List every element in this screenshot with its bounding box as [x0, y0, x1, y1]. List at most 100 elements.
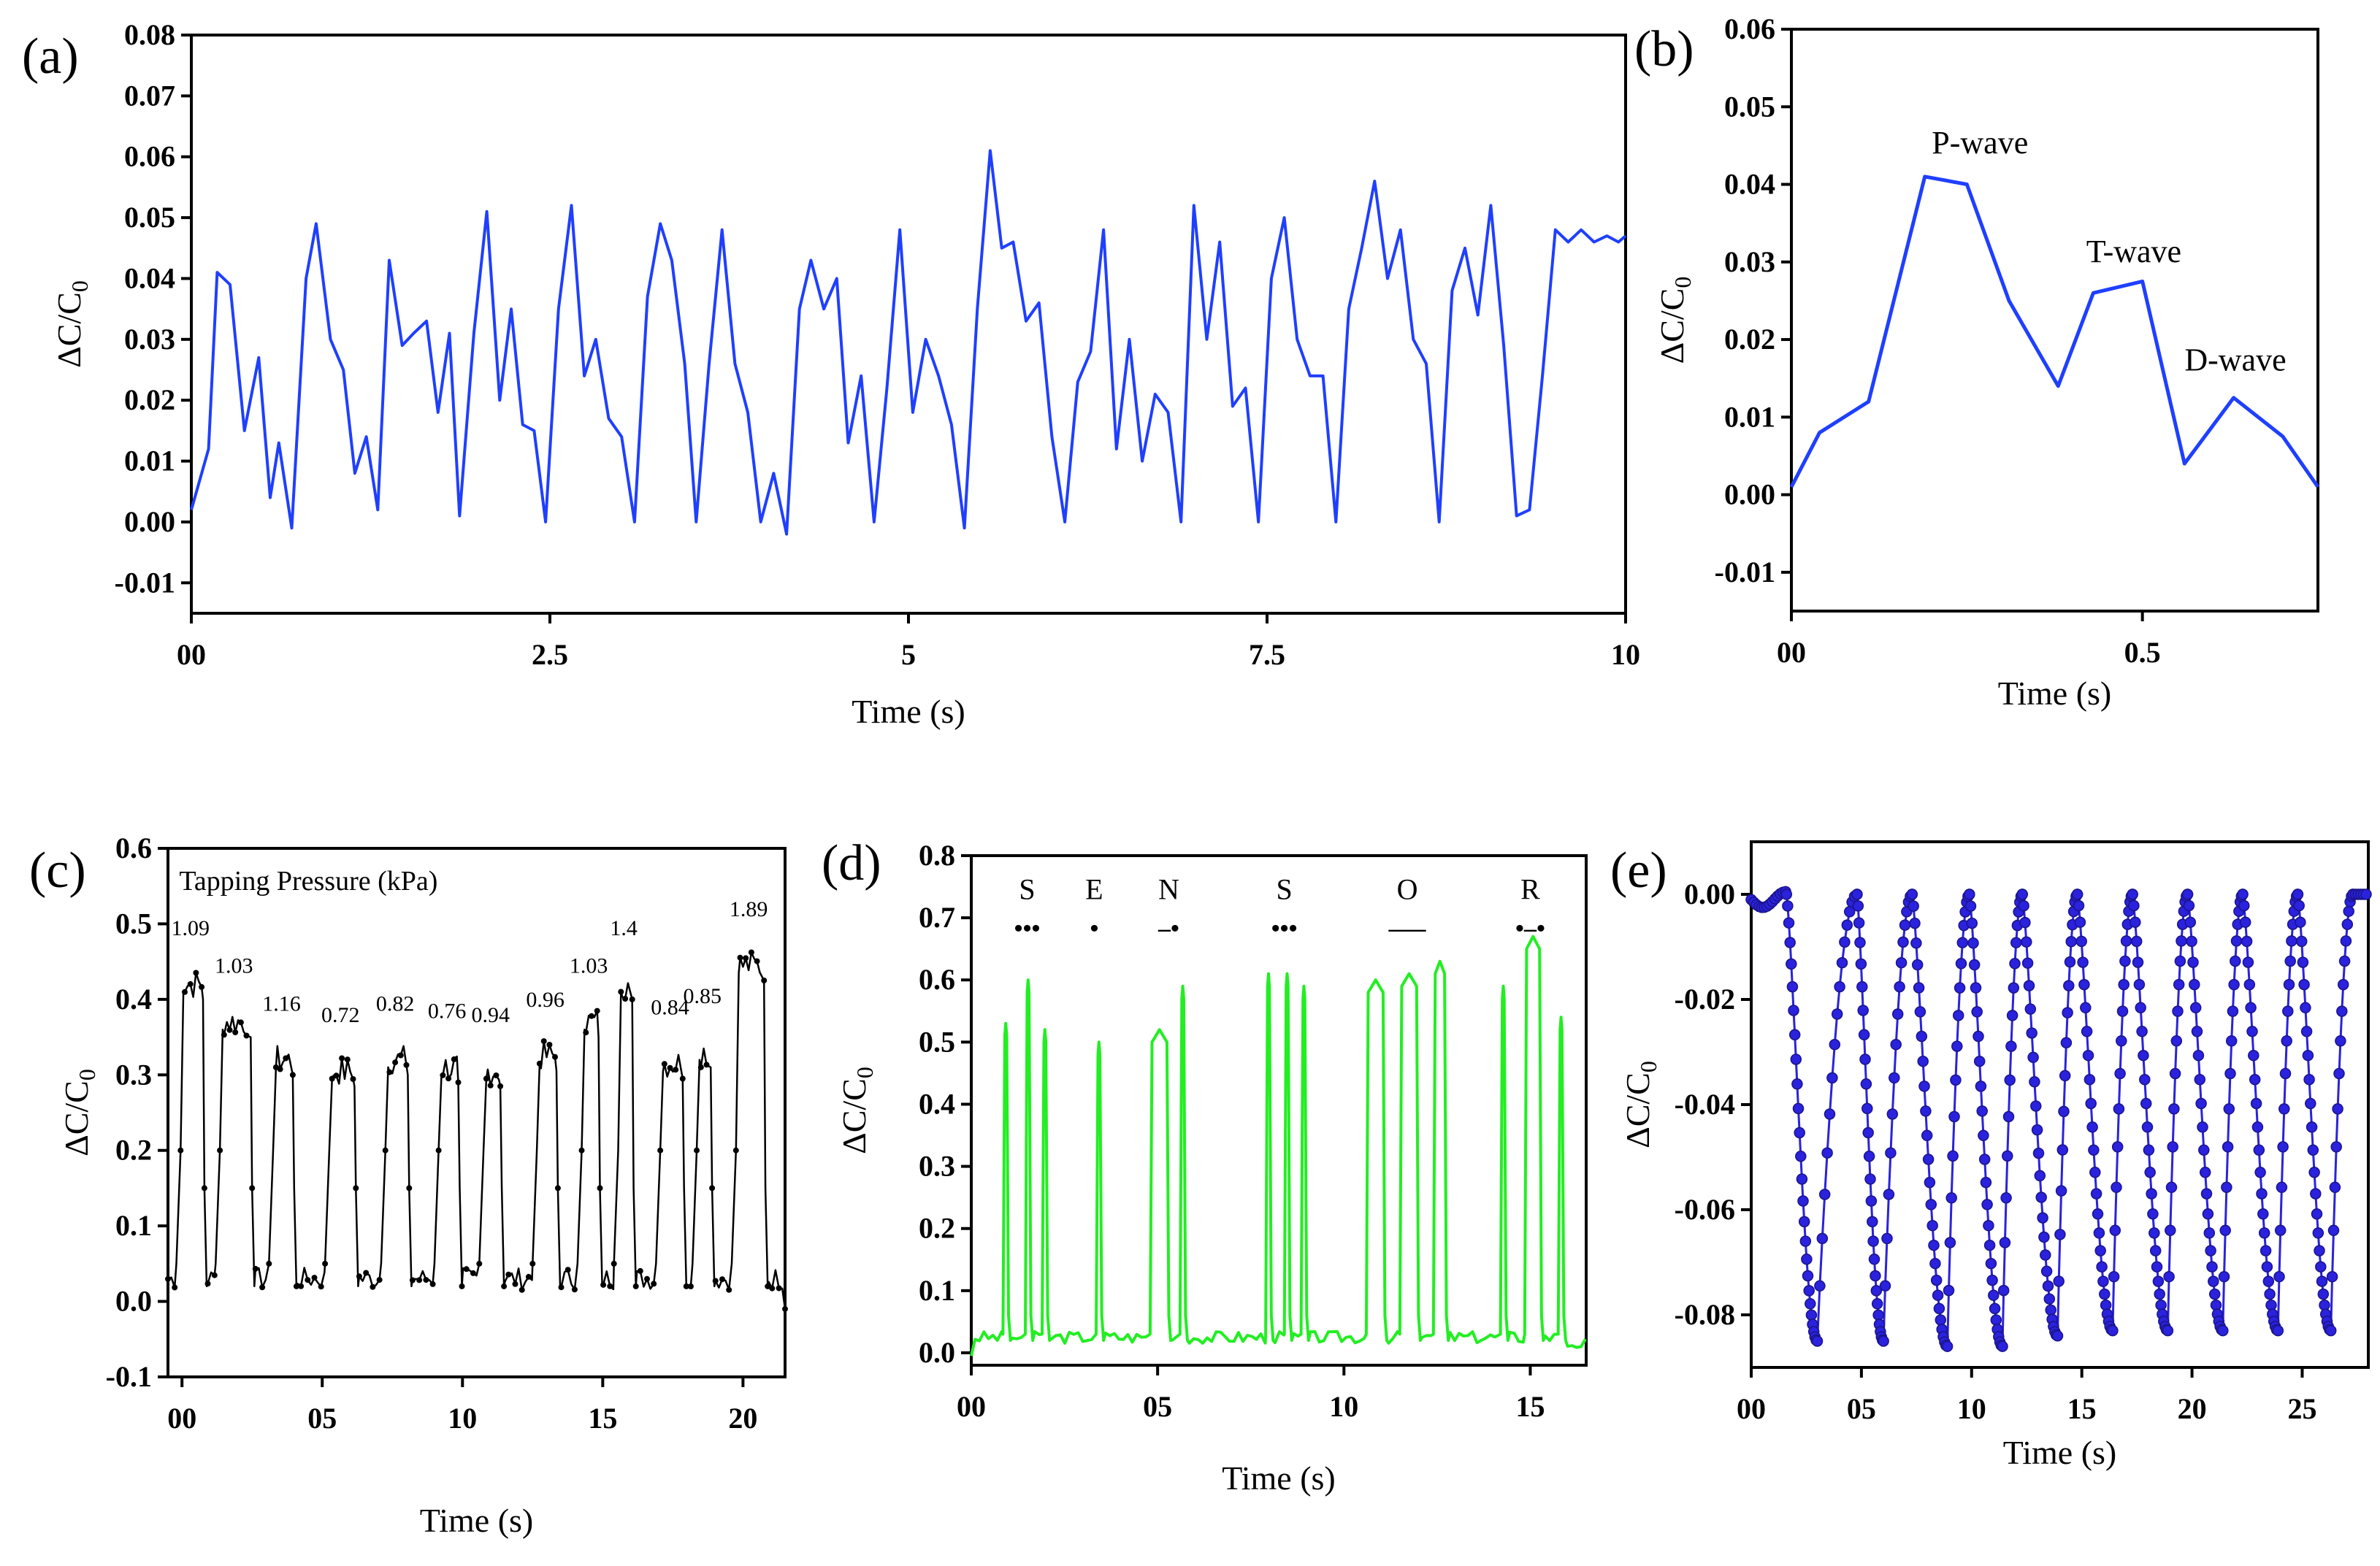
- data-point: [1867, 1235, 1879, 1247]
- data-point: [2197, 1121, 2208, 1133]
- data-point: [2172, 1005, 2184, 1017]
- data-point: [1924, 1176, 1936, 1189]
- data-point: [1872, 1309, 1884, 1321]
- panel-label: (a): [22, 28, 79, 85]
- data-point: [226, 1026, 233, 1033]
- data-point: [1788, 1005, 1799, 1016]
- data-point: [2208, 1288, 2221, 1300]
- y-tick-label: 0.0: [919, 1336, 955, 1369]
- data-point: [2205, 1245, 2216, 1256]
- data-point: [1921, 1129, 1933, 1142]
- data-point: [2163, 1270, 2175, 1283]
- data-point: [2133, 978, 2146, 991]
- data-point: [2174, 955, 2186, 967]
- morse-code: –––: [1388, 916, 1427, 943]
- data-point: [1881, 1232, 1893, 1245]
- data-point: [1978, 1154, 1991, 1165]
- data-point: [2040, 1249, 2051, 1261]
- data-point: [743, 955, 749, 962]
- data-point: [2169, 1067, 2181, 1080]
- data-point: [470, 1270, 476, 1276]
- pressure-label: 0.72: [321, 1003, 360, 1027]
- data-point: [440, 1072, 446, 1078]
- x-tick-label: 10: [1611, 638, 1640, 671]
- data-point: [305, 1277, 311, 1283]
- data-point: [769, 1285, 776, 1291]
- data-point: [1836, 956, 1848, 969]
- data-point: [1983, 1239, 1996, 1251]
- data-point: [2295, 916, 2306, 928]
- data-point: [2317, 1288, 2330, 1300]
- data-point: [2272, 1324, 2284, 1337]
- data-point: [2021, 936, 2032, 948]
- pressure-label: 0.82: [376, 991, 415, 1016]
- data-point: [2113, 1103, 2125, 1115]
- data-point: [2026, 1027, 2037, 1039]
- morse-code: •–•: [1515, 916, 1545, 943]
- panel-d: 00 05 10 15 0.0 0.1 0.2 0.3 0.4 0.5 0.6 0.7 0.8 Time …: [822, 835, 1588, 1497]
- data-point: [2128, 899, 2140, 912]
- data-point: [2189, 1002, 2202, 1014]
- data-point: [2094, 1245, 2106, 1256]
- data-point: [2223, 1103, 2235, 1115]
- data-point: [376, 1277, 383, 1283]
- data-point: [353, 1185, 359, 1191]
- data-point: [597, 1185, 603, 1191]
- data-point: [2227, 1005, 2239, 1017]
- data-point: [529, 1260, 536, 1267]
- y-tick-label: 0.3: [115, 1058, 152, 1091]
- data-point: [2058, 1105, 2070, 1118]
- x-tick-label: 5: [901, 638, 916, 671]
- morse-code: •: [1090, 916, 1098, 943]
- data-point: [540, 1038, 547, 1045]
- panel-label: (e): [1610, 843, 1667, 899]
- data-point: [2038, 1231, 2050, 1243]
- x-axis-label: Time (s): [2003, 1434, 2117, 1471]
- data-point: [2257, 1208, 2269, 1220]
- data-point: [1811, 1335, 1824, 1347]
- data-point: [2303, 1073, 2315, 1086]
- y-tick-label: 0.01: [124, 445, 175, 477]
- data-point: [2030, 1100, 2042, 1112]
- data-point: [1801, 1254, 1813, 1265]
- y-tick-label: 0.8: [919, 839, 955, 872]
- data-point: [1856, 980, 1868, 993]
- data-point: [406, 1185, 413, 1191]
- data-point: [2262, 1275, 2275, 1287]
- data-point: [2276, 1181, 2288, 1194]
- data-point: [1999, 1237, 2011, 1248]
- data-point: [1978, 1129, 1989, 1142]
- data-point: [2064, 956, 2076, 968]
- data-point: [2021, 957, 2034, 969]
- data-point: [2027, 1051, 2039, 1064]
- data-point: [1814, 1280, 1826, 1292]
- data-point: [429, 1281, 436, 1287]
- data-point: [2037, 1212, 2048, 1224]
- data-point: [2173, 978, 2185, 991]
- data-point: [2154, 1288, 2165, 1300]
- data-point: [565, 1267, 571, 1273]
- data-point: [2195, 1097, 2207, 1110]
- data-point: [1920, 1105, 1932, 1117]
- data-point: [1971, 1006, 1983, 1018]
- data-point: [2144, 1167, 2156, 1178]
- data-point: [2140, 1097, 2152, 1110]
- data-point: [1831, 1008, 1843, 1020]
- data-point: [311, 1275, 318, 1281]
- data-point: [2096, 1261, 2108, 1273]
- data-point: [2063, 980, 2075, 991]
- y-tick-label: 0.05: [1724, 90, 1775, 123]
- data-point: [2139, 1073, 2151, 1086]
- data-point: [2075, 935, 2087, 948]
- data-point: [2360, 888, 2372, 900]
- data-point: [1899, 919, 1911, 931]
- data-point: [2060, 1037, 2073, 1049]
- data-point: [2078, 978, 2090, 991]
- data-point: [1917, 1055, 1929, 1067]
- data-point: [1802, 1270, 1814, 1282]
- data-point: [2032, 1147, 2045, 1159]
- data-point: [2192, 1049, 2205, 1062]
- data-point: [2198, 1144, 2210, 1156]
- data-point: [2024, 1003, 2037, 1015]
- data-point: [1894, 980, 1905, 993]
